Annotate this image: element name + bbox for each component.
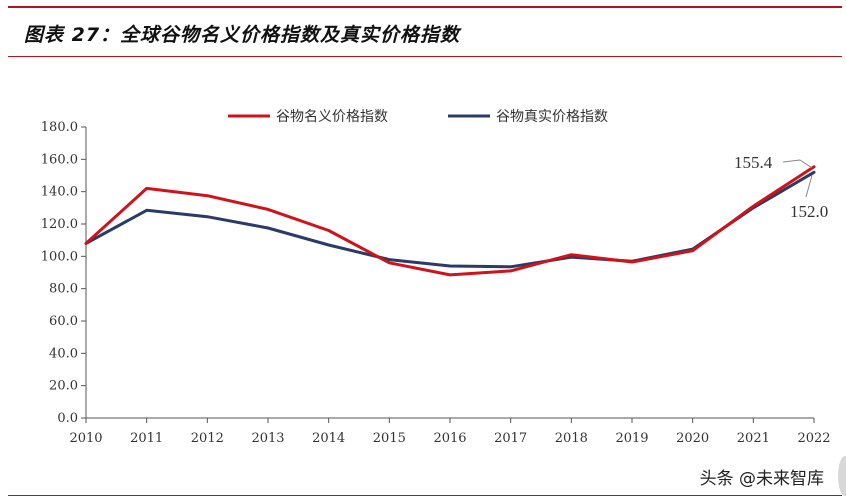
- watermark-logo: [838, 456, 846, 496]
- data-point: [388, 258, 391, 261]
- bottom-rule: [8, 495, 842, 496]
- series-line-0: [84, 165, 816, 277]
- y-tick-label: 180.0: [41, 120, 78, 135]
- callout-leader: [805, 175, 813, 198]
- x-tick-label: 2017: [494, 431, 527, 446]
- data-point: [570, 253, 573, 256]
- data-point: [752, 205, 755, 208]
- y-tick-label: 40.0: [49, 346, 78, 361]
- y-tick-label: 80.0: [49, 282, 78, 297]
- data-point: [206, 215, 209, 218]
- callout-leader: [782, 159, 813, 169]
- watermark: 头条 @未来智库: [699, 469, 824, 489]
- x-tick-label: 2012: [191, 431, 224, 446]
- data-point: [145, 187, 148, 190]
- y-tick-label: 140.0: [41, 185, 78, 200]
- data-point: [570, 255, 573, 259]
- figure-title: 图表 27：全球谷物名义价格指数及真实价格指数: [24, 24, 461, 46]
- data-point: [812, 171, 816, 174]
- data-point: [388, 261, 391, 264]
- x-tick-label: 2015: [373, 431, 406, 446]
- x-tick-label: 2019: [615, 431, 648, 446]
- y-tick-label: 0.0: [57, 411, 78, 426]
- x-tick-label: 2014: [312, 431, 345, 446]
- data-point: [327, 243, 330, 247]
- series-line-1: [84, 170, 816, 269]
- annotations: 155.4 152.0: [734, 153, 828, 221]
- callout-label: 155.4: [734, 153, 773, 172]
- legend-label: 谷物名义价格指数: [276, 109, 388, 125]
- x-tick-label: 2021: [737, 431, 770, 446]
- data-point: [84, 242, 88, 245]
- x-tick-label: 2016: [433, 431, 466, 446]
- data-point: [266, 226, 270, 230]
- x-tick-label: 2013: [251, 431, 284, 446]
- data-point: [812, 165, 816, 168]
- axes: 0.0 20.0 40.0 60.0 80.0 100.0 120.0 140.0 160.0 1…: [41, 120, 831, 446]
- x-tick-label: 2010: [69, 431, 102, 446]
- data-point: [206, 194, 209, 197]
- x-tick-label: 2011: [130, 431, 163, 446]
- legend: 谷物名义价格指数 谷物真实价格指数: [228, 109, 608, 125]
- y-tick-label: 60.0: [49, 314, 78, 329]
- data-point: [448, 273, 452, 277]
- callout-label: 152.0: [790, 202, 828, 221]
- title-bar: [8, 6, 842, 57]
- y-tick-label: 100.0: [41, 249, 78, 264]
- data-point: [509, 269, 512, 273]
- x-tick-label: 2018: [555, 431, 588, 446]
- y-tick-label: 120.0: [41, 217, 78, 232]
- y-tick-label: 160.0: [41, 152, 78, 167]
- data-point: [691, 249, 694, 252]
- data-point: [448, 264, 452, 268]
- data-point: [327, 229, 330, 232]
- x-tick-label: 2022: [797, 431, 830, 446]
- y-tick-label: 20.0: [49, 379, 78, 394]
- x-tick-label: 2020: [676, 431, 709, 446]
- data-point: [266, 208, 270, 211]
- series-lines: [84, 165, 816, 277]
- data-point: [145, 209, 148, 212]
- legend-label: 谷物真实价格指数: [496, 109, 608, 125]
- data-point: [509, 265, 512, 269]
- data-point: [630, 260, 634, 264]
